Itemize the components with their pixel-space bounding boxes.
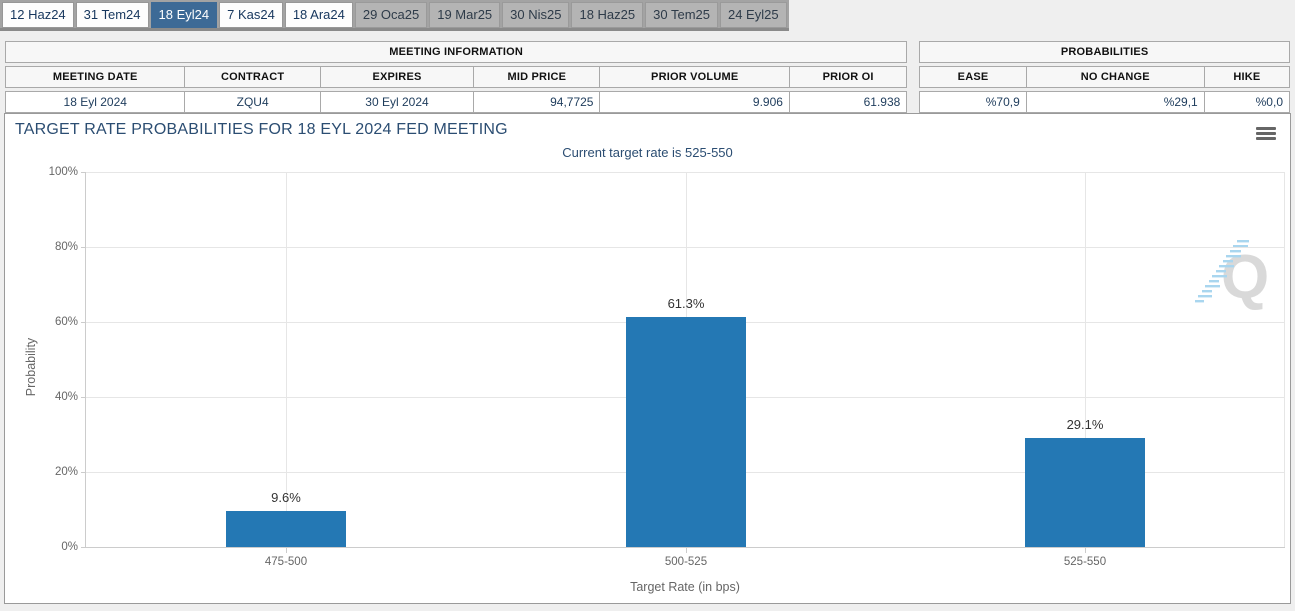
meeting-date-value: 18 Eyl 2024	[5, 91, 186, 113]
y-tick-label: 60%	[54, 316, 78, 328]
y-gridline	[86, 172, 1285, 173]
x-tick-mark	[1085, 547, 1086, 553]
tab-30-nis25[interactable]: 30 Nis25	[502, 2, 570, 28]
tab-31-tem24[interactable]: 31 Tem24	[75, 2, 149, 28]
y-axis-title: Probability	[24, 337, 38, 397]
tab-18-ara24[interactable]: 18 Ara24	[284, 2, 353, 28]
y-tick-mark	[81, 247, 86, 248]
col-ease: EASE	[919, 66, 1027, 88]
meeting-information-title: MEETING INFORMATION	[5, 41, 908, 63]
bar-value-label: 9.6%	[271, 490, 301, 505]
tab-29-oca25[interactable]: 29 Oca25	[354, 2, 428, 28]
svg-text:Q: Q	[1221, 243, 1267, 312]
y-gridline	[86, 247, 1285, 248]
y-tick-label: 40%	[54, 391, 78, 403]
chart-subtitle: Current target rate is 525-550	[562, 145, 733, 160]
col-mid-price: MID PRICE	[474, 66, 601, 88]
probabilities-table: PROBABILITIES EASE NO CHANGE HIKE %70,9 …	[919, 38, 1290, 116]
tab-18-haz25[interactable]: 18 Haz25	[571, 2, 644, 28]
bar-500-525[interactable]	[626, 317, 746, 547]
tab-24-eyl25[interactable]: 24 Eyl25	[719, 2, 787, 28]
y-tick-label: 20%	[54, 466, 78, 478]
y-tick-mark	[81, 547, 86, 548]
x-tick-mark	[286, 547, 287, 553]
hike-value: %0,0	[1204, 91, 1290, 113]
y-tick-mark	[81, 322, 86, 323]
x-axis-title: Target Rate (in bps)	[630, 580, 740, 594]
meeting-information-table: MEETING INFORMATION MEETING DATE CONTRAC…	[5, 38, 908, 116]
chart-title: TARGET RATE PROBABILITIES FOR 18 EYL 202…	[15, 121, 508, 138]
tab-18-eyl24[interactable]: 18 Eyl24	[150, 2, 218, 28]
y-tick-label: 0%	[61, 541, 78, 553]
y-tick-label: 100%	[48, 166, 78, 178]
x-gridline	[286, 172, 287, 547]
contract-value: ZQU4	[185, 91, 321, 113]
x-gridline	[1085, 172, 1086, 547]
y-tick-label: 80%	[54, 241, 78, 253]
bar-475-500[interactable]	[226, 511, 346, 547]
x-tick-label: 500-525	[664, 556, 708, 568]
x-tick-label: 475-500	[264, 556, 308, 568]
tab-7-kas24[interactable]: 7 Kas24	[219, 2, 283, 28]
col-no-change: NO CHANGE	[1026, 66, 1205, 88]
col-prior-volume: PRIOR VOLUME	[600, 66, 790, 88]
probabilities-title: PROBABILITIES	[919, 41, 1290, 63]
bar-value-label: 61.3%	[667, 296, 705, 311]
tab-19-mar25[interactable]: 19 Mar25	[429, 2, 501, 28]
x-tick-mark	[686, 547, 687, 553]
col-expires: EXPIRES	[320, 66, 475, 88]
plot-right-gridline	[1284, 172, 1285, 547]
bar-525-550[interactable]	[1025, 438, 1145, 547]
prior-oi-value: 61.938	[789, 91, 908, 113]
col-prior-oi: PRIOR OI	[789, 66, 908, 88]
mid-price-value: 94,7725	[474, 91, 601, 113]
expires-value: 30 Eyl 2024	[320, 91, 475, 113]
x-tick-label: 525-550	[1063, 556, 1107, 568]
ease-value: %70,9	[919, 91, 1027, 113]
meeting-information-row: 18 Eyl 2024 ZQU4 30 Eyl 2024 94,7725 9.9…	[5, 91, 908, 113]
hamburger-menu-icon[interactable]	[1256, 127, 1276, 141]
col-meeting-date: MEETING DATE	[5, 66, 186, 88]
plot-area: Q 0% 20% 40% 60% 80% 100% 475-500 9.6% 500-525 61…	[49, 166, 1285, 568]
col-contract: CONTRACT	[185, 66, 321, 88]
q-logo-watermark: Q	[1195, 240, 1267, 312]
no-change-value: %29,1	[1026, 91, 1205, 113]
y-tick-mark	[81, 397, 86, 398]
target-rate-chart-panel: TARGET RATE PROBABILITIES FOR 18 EYL 202…	[4, 113, 1291, 604]
tab-30-tem25[interactable]: 30 Tem25	[645, 2, 718, 28]
y-tick-mark	[81, 172, 86, 173]
prior-volume-value: 9.906	[600, 91, 790, 113]
bar-value-label: 29.1%	[1066, 417, 1104, 432]
y-tick-mark	[81, 472, 86, 473]
col-hike: HIKE	[1204, 66, 1290, 88]
probabilities-row: %70,9 %29,1 %0,0	[919, 91, 1290, 113]
info-tables-row: MEETING INFORMATION MEETING DATE CONTRAC…	[5, 38, 1290, 116]
meeting-date-tabbar: 12 Haz24 31 Tem24 18 Eyl24 7 Kas24 18 Ar…	[0, 0, 789, 31]
tab-12-haz24[interactable]: 12 Haz24	[2, 2, 74, 28]
